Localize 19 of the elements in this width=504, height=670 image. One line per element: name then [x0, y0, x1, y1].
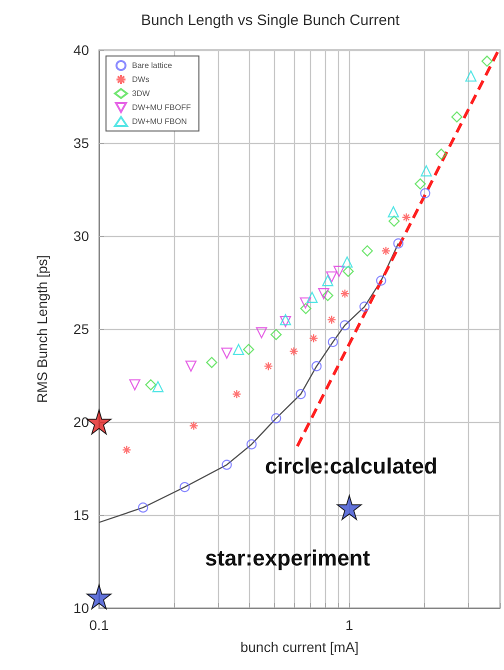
legend-label: DW+MU FBON [132, 117, 188, 126]
y-tick-label: 25 [73, 321, 90, 337]
annotation: circle:calculated [265, 454, 438, 478]
legend-label: Bare lattice [132, 61, 173, 70]
y-tick-label: 10 [73, 600, 90, 616]
x-tick-label: 0.1 [89, 617, 109, 633]
annotation: star:experiment [205, 546, 371, 570]
x-axis-title: bunch current [mA] [240, 639, 359, 655]
legend-label: DW+MU FBOFF [132, 103, 191, 112]
x-tick-label: 1 [345, 617, 354, 633]
y-tick-label: 40 [73, 42, 90, 58]
legend-label: DWs [132, 75, 150, 84]
chart-title: Bunch Length vs Single Bunch Current [141, 12, 400, 29]
y-tick-label: 20 [73, 414, 90, 430]
y-tick-label: 30 [73, 228, 90, 244]
y-axis-title: RMS Bunch Length [ps] [34, 255, 50, 403]
y-tick-label: 15 [73, 507, 90, 523]
y-tick-label: 35 [73, 135, 90, 151]
legend-label: 3DW [132, 89, 150, 98]
